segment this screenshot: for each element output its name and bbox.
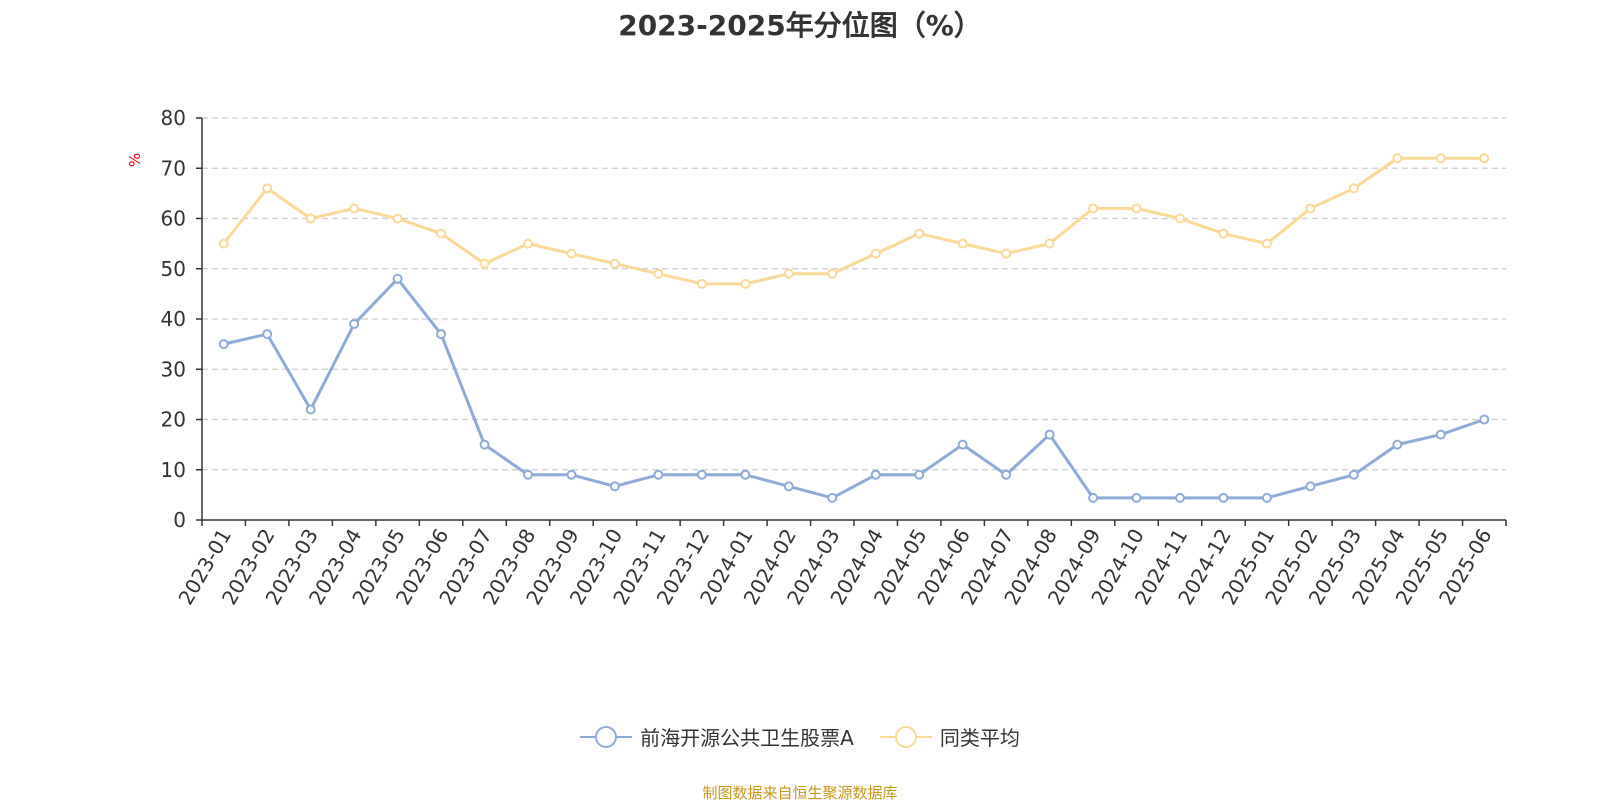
data-point[interactable] bbox=[566, 469, 577, 480]
data-point[interactable] bbox=[1261, 492, 1272, 503]
data-point[interactable] bbox=[1479, 153, 1490, 164]
data-point[interactable] bbox=[1305, 481, 1316, 492]
data-point[interactable] bbox=[870, 469, 881, 480]
data-point[interactable] bbox=[523, 238, 533, 249]
data-point[interactable] bbox=[392, 213, 403, 224]
legend-marker-fund-icon bbox=[580, 725, 633, 748]
legend: 前海开源公共卫生股票A 同类平均 bbox=[0, 722, 1600, 751]
data-point[interactable] bbox=[783, 481, 794, 492]
data-point[interactable] bbox=[1348, 469, 1359, 480]
series bbox=[218, 153, 1490, 503]
data-point[interactable] bbox=[1479, 414, 1490, 425]
y-tick-label: 30 bbox=[161, 357, 186, 381]
data-point[interactable] bbox=[783, 268, 794, 279]
data-point[interactable] bbox=[1305, 203, 1316, 214]
y-tick-label: 20 bbox=[161, 408, 186, 432]
y-axis-label: % bbox=[126, 153, 144, 167]
data-point[interactable] bbox=[1261, 238, 1272, 249]
data-point[interactable] bbox=[1044, 429, 1055, 440]
data-point[interactable] bbox=[696, 278, 707, 289]
data-point[interactable] bbox=[566, 248, 577, 259]
data-point[interactable] bbox=[349, 319, 360, 330]
data-point[interactable] bbox=[1435, 429, 1446, 440]
data-point[interactable] bbox=[740, 278, 751, 289]
series-0 bbox=[218, 273, 1490, 503]
data-point[interactable] bbox=[1348, 183, 1359, 194]
data-point[interactable] bbox=[1175, 213, 1185, 224]
data-point[interactable] bbox=[1218, 228, 1229, 239]
data-point[interactable] bbox=[305, 213, 316, 224]
data-point[interactable] bbox=[609, 258, 620, 269]
data-point[interactable] bbox=[392, 273, 403, 284]
data-point[interactable] bbox=[1175, 492, 1185, 503]
chart-title: 2023-2025年分位图（%） bbox=[618, 9, 982, 42]
data-point[interactable] bbox=[653, 469, 664, 480]
data-point[interactable] bbox=[1131, 492, 1142, 503]
data-point[interactable] bbox=[349, 203, 360, 214]
legend-item-fund[interactable]: 前海开源公共卫生股票A bbox=[580, 722, 854, 751]
data-point[interactable] bbox=[436, 228, 447, 239]
data-point[interactable] bbox=[1218, 492, 1229, 503]
data-point[interactable] bbox=[914, 469, 925, 480]
data-point[interactable] bbox=[1435, 153, 1446, 164]
legend-label-peer-average: 同类平均 bbox=[939, 726, 1020, 750]
y-tick-label: 60 bbox=[161, 207, 186, 231]
data-point[interactable] bbox=[827, 492, 838, 503]
data-point[interactable] bbox=[914, 228, 925, 239]
data-point[interactable] bbox=[1088, 203, 1099, 214]
axes: 010203040506070802023-012023-022023-0320… bbox=[161, 106, 1507, 609]
series-line bbox=[222, 156, 1485, 286]
data-point[interactable] bbox=[1044, 238, 1055, 249]
data-point[interactable] bbox=[1392, 439, 1403, 450]
y-tick-label: 70 bbox=[161, 156, 186, 180]
legend-label-fund: 前海开源公共卫生股票A bbox=[640, 726, 854, 750]
data-point[interactable] bbox=[696, 469, 707, 480]
series-1 bbox=[218, 153, 1490, 289]
y-tick-label: 10 bbox=[161, 458, 186, 482]
data-point[interactable] bbox=[262, 183, 273, 194]
data-point[interactable] bbox=[1001, 248, 1012, 259]
data-point[interactable] bbox=[1392, 153, 1403, 164]
series-line bbox=[223, 277, 1485, 500]
source-note: 制图数据来自恒生聚源数据库 bbox=[702, 784, 898, 802]
data-point[interactable] bbox=[957, 439, 968, 450]
data-point[interactable] bbox=[1088, 492, 1099, 503]
data-point[interactable] bbox=[479, 258, 490, 269]
y-tick-label: 40 bbox=[161, 307, 186, 331]
data-point[interactable] bbox=[870, 248, 881, 259]
data-point[interactable] bbox=[1131, 203, 1142, 214]
data-point[interactable] bbox=[1001, 469, 1012, 480]
data-point[interactable] bbox=[653, 268, 664, 279]
data-point[interactable] bbox=[957, 238, 968, 249]
data-point[interactable] bbox=[523, 469, 533, 480]
data-point[interactable] bbox=[305, 404, 316, 415]
data-point[interactable] bbox=[740, 469, 751, 480]
data-point[interactable] bbox=[218, 339, 229, 350]
data-point[interactable] bbox=[262, 329, 273, 340]
y-tick-label: 50 bbox=[161, 257, 186, 281]
legend-item-peer-average[interactable]: 同类平均 bbox=[879, 722, 1020, 751]
data-point[interactable] bbox=[479, 439, 490, 450]
grid-lines bbox=[202, 117, 1506, 471]
data-point[interactable] bbox=[609, 481, 620, 492]
y-tick-label: 0 bbox=[173, 508, 186, 532]
data-point[interactable] bbox=[436, 329, 447, 340]
data-point[interactable] bbox=[827, 268, 838, 279]
data-point[interactable] bbox=[218, 238, 229, 249]
legend-marker-peer-average-icon bbox=[879, 725, 932, 748]
y-tick-label: 80 bbox=[161, 106, 186, 130]
